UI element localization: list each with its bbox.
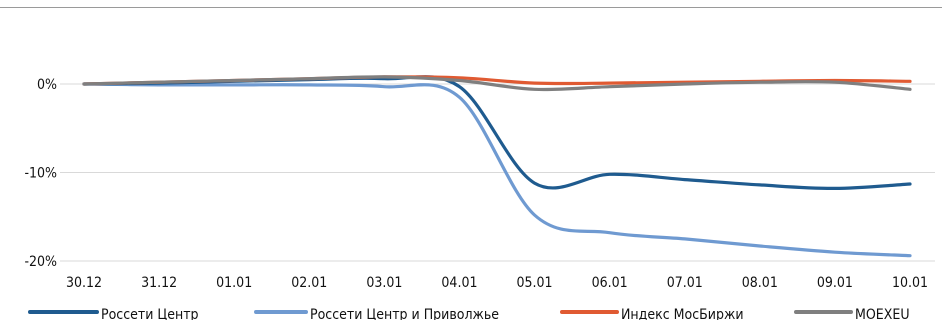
- x-tick-label: 30.12: [66, 275, 102, 291]
- y-tick-label: -20%: [24, 254, 57, 270]
- legend-label: Россети Центр и Приволжье: [310, 307, 499, 320]
- x-tick-label: 01.01: [216, 275, 252, 291]
- x-tick-label: 06.01: [592, 275, 628, 291]
- top-rule: [0, 7, 942, 8]
- series-line: [82, 82, 912, 258]
- series-line: [82, 75, 912, 92]
- x-tick-label: 02.01: [291, 275, 327, 291]
- legend-label: Россети Центр: [101, 307, 199, 320]
- x-tick-label: 31.12: [141, 275, 177, 291]
- x-tick-label: 05.01: [517, 275, 553, 291]
- x-tick-label: 09.01: [817, 275, 853, 291]
- y-tick-label: -10%: [24, 166, 57, 182]
- x-tick-label: 03.01: [366, 275, 402, 291]
- x-tick-label: 07.01: [667, 275, 703, 291]
- x-tick-label: 04.01: [441, 275, 477, 291]
- series-line: [82, 75, 912, 191]
- x-tick-label: 08.01: [742, 275, 778, 291]
- x-tick-label: 10.01: [892, 275, 928, 291]
- legend-label: Индекс МосБиржи: [621, 307, 744, 320]
- legend-label: MOEXEU: [855, 307, 910, 320]
- y-tick-label: 0%: [37, 77, 57, 93]
